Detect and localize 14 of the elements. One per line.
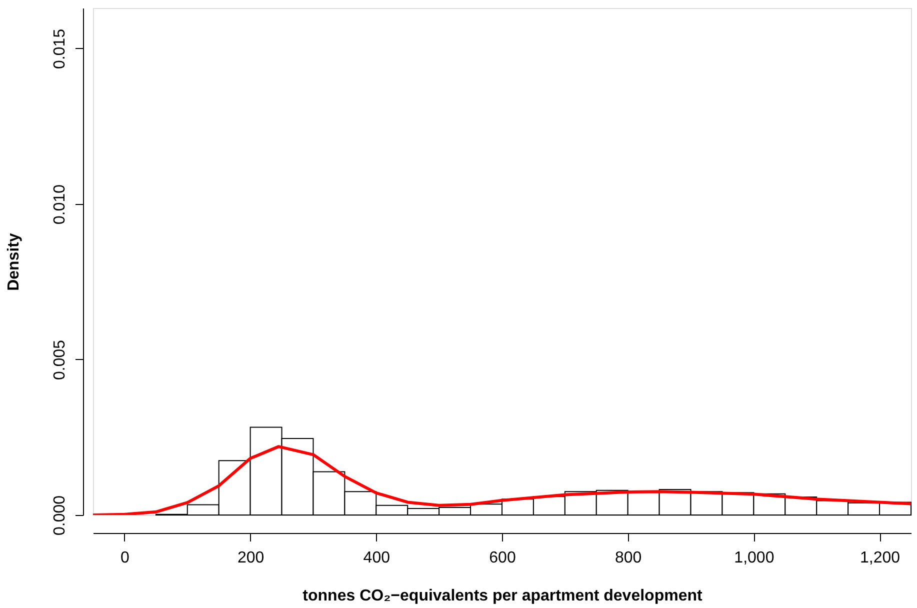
line-series — [93, 445, 911, 515]
y-tick-label: 0.010 — [52, 184, 68, 224]
x-tick-label: 200 — [237, 550, 264, 566]
x-axis-title: tonnes CO₂−equivalents per apartment development — [302, 588, 703, 604]
x-tick-label: 600 — [489, 550, 516, 566]
y-tick-label: 0.015 — [52, 28, 68, 69]
x-tick-label: 1,200 — [860, 550, 900, 566]
x-tick-label: 800 — [614, 550, 642, 566]
y-tick-label: 0.005 — [52, 340, 68, 380]
x-tick-label: 400 — [363, 550, 390, 566]
y-tick-label: 0.000 — [52, 495, 68, 536]
x-tick-label: 0 — [120, 550, 130, 566]
x-tick-label: 1,000 — [734, 550, 774, 566]
y-axis-title: Density — [6, 233, 22, 291]
